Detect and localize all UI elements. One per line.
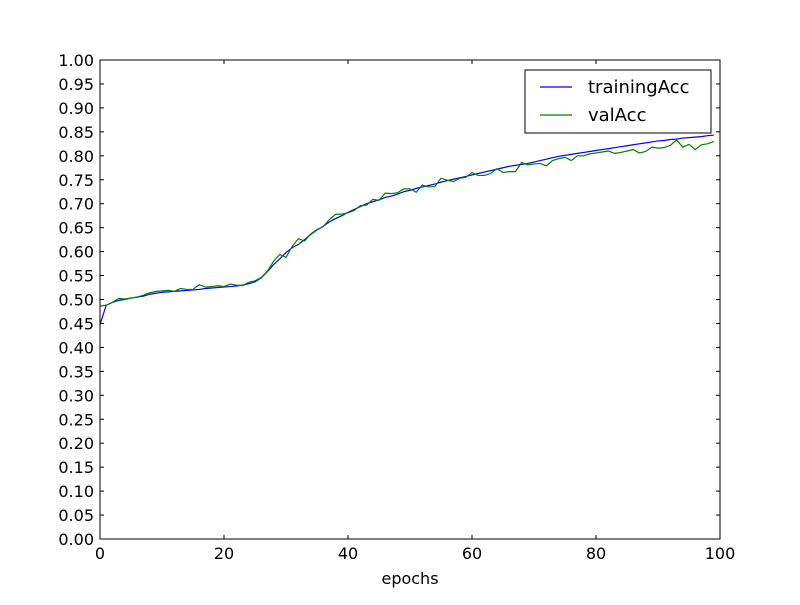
tick-labels-layer: 0 20 40 60 80 100 0.00 0.05 0.10 0.15 0.20 0.25 0.30… [58,51,735,563]
legend: trainingAcc valAcc [524,69,712,134]
series-layer [99,134,715,325]
y-tick-label: 0.70 [58,195,94,214]
y-tick-label: 0.15 [58,458,94,477]
y-tick-label: 0.65 [58,219,94,238]
y-tick-label: 0.25 [58,410,94,429]
y-tick-label: 0.50 [58,291,94,310]
y-tick-label: 0.55 [58,267,94,286]
y-tick-label: 0.75 [58,171,94,190]
x-tick-label: 20 [214,544,234,563]
ticks-layer [99,59,721,540]
y-tick-label: 0.90 [58,99,94,118]
y-tick-label: 0.05 [58,506,94,525]
y-tick-label: 0.40 [58,338,94,357]
legend-label-valAcc: valAcc [588,105,646,126]
y-tick-label: 0.30 [58,386,94,405]
y-tick-label: 0.85 [58,123,94,142]
legend-box [524,69,712,134]
y-tick-label: 1.00 [58,51,94,70]
x-tick-label: 0 [95,544,105,563]
y-tick-label: 0.60 [58,243,94,262]
y-tick-label: 0.00 [58,530,94,549]
series-line-valAcc [99,139,715,307]
legend-label-trainingAcc: trainingAcc [588,77,690,98]
y-tick-label: 0.45 [58,314,94,333]
x-axis-label: epochs [381,569,438,588]
x-tick-label: 100 [705,544,736,563]
y-tick-label: 0.10 [58,482,94,501]
plot-background [100,60,720,539]
y-tick-label: 0.35 [58,362,94,381]
x-tick-label: 80 [586,544,606,563]
x-tick-label: 40 [338,544,358,563]
y-tick-label: 0.95 [58,75,94,94]
y-tick-label: 0.80 [58,147,94,166]
series-line-trainingAcc [99,134,714,325]
y-tick-label: 0.20 [58,434,94,453]
x-tick-label: 60 [462,544,482,563]
